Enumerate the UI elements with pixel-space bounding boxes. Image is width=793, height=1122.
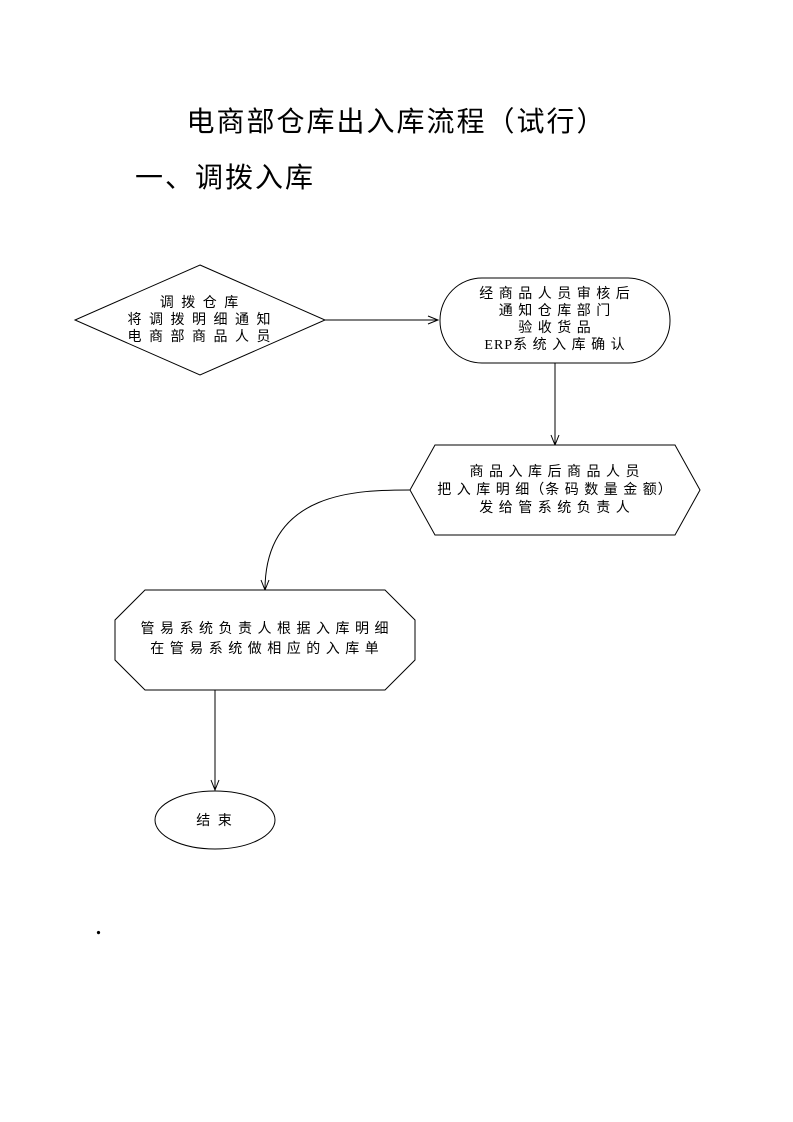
n2-line4: ERP系 统 入 库 确 认 bbox=[484, 337, 625, 353]
node-start-diamond: 调 拨 仓 库 将 调 拨 明 细 通 知 电 商 部 商 品 人 员 bbox=[75, 265, 325, 375]
node-detail-hexagon: 商 品 入 库 后 商 品 人 员 把 入 库 明 细（条 码 数 量 金 额）… bbox=[410, 445, 700, 535]
n2-line1: 经 商 品 人 员 审 核 后 bbox=[479, 286, 631, 302]
n2-line3: 验 收 货 品 bbox=[518, 319, 592, 336]
n4-line1: 管 易 系 统 负 责 人 根 据 入 库 明 细 bbox=[141, 621, 390, 637]
n1-line1: 调 拨 仓 库 bbox=[160, 295, 241, 311]
n1-line3: 电 商 部 商 品 人 员 bbox=[128, 329, 273, 345]
octagon-shape bbox=[115, 590, 415, 690]
node-end-ellipse: 结 束 bbox=[155, 791, 275, 849]
n2-line2: 通 知 仓 库 部 门 bbox=[499, 302, 612, 319]
n1-line2: 将 调 拨 明 细 通 知 bbox=[128, 311, 273, 328]
node-guanyi-octagon: 管 易 系 统 负 责 人 根 据 入 库 明 细 在 管 易 系 统 做 相 … bbox=[115, 590, 415, 690]
n3-line1: 商 品 入 库 后 商 品 人 员 bbox=[470, 464, 641, 480]
n3-line2: 把 入 库 明 细（条 码 数 量 金 额） bbox=[437, 481, 673, 498]
edge-n3-n4 bbox=[265, 490, 410, 590]
n5-line1: 结 束 bbox=[196, 813, 234, 829]
flowchart-canvas: 调 拨 仓 库 将 调 拨 明 细 通 知 电 商 部 商 品 人 员 经 商 … bbox=[0, 0, 793, 1122]
n4-line2: 在 管 易 系 统 做 相 应 的 入 库 单 bbox=[150, 640, 380, 657]
footer-dot: . bbox=[95, 910, 102, 942]
node-audit-stadium: 经 商 品 人 员 审 核 后 通 知 仓 库 部 门 验 收 货 品 ERP系… bbox=[440, 278, 670, 363]
n3-line3: 发 给 管 系 统 负 责 人 bbox=[479, 500, 631, 516]
